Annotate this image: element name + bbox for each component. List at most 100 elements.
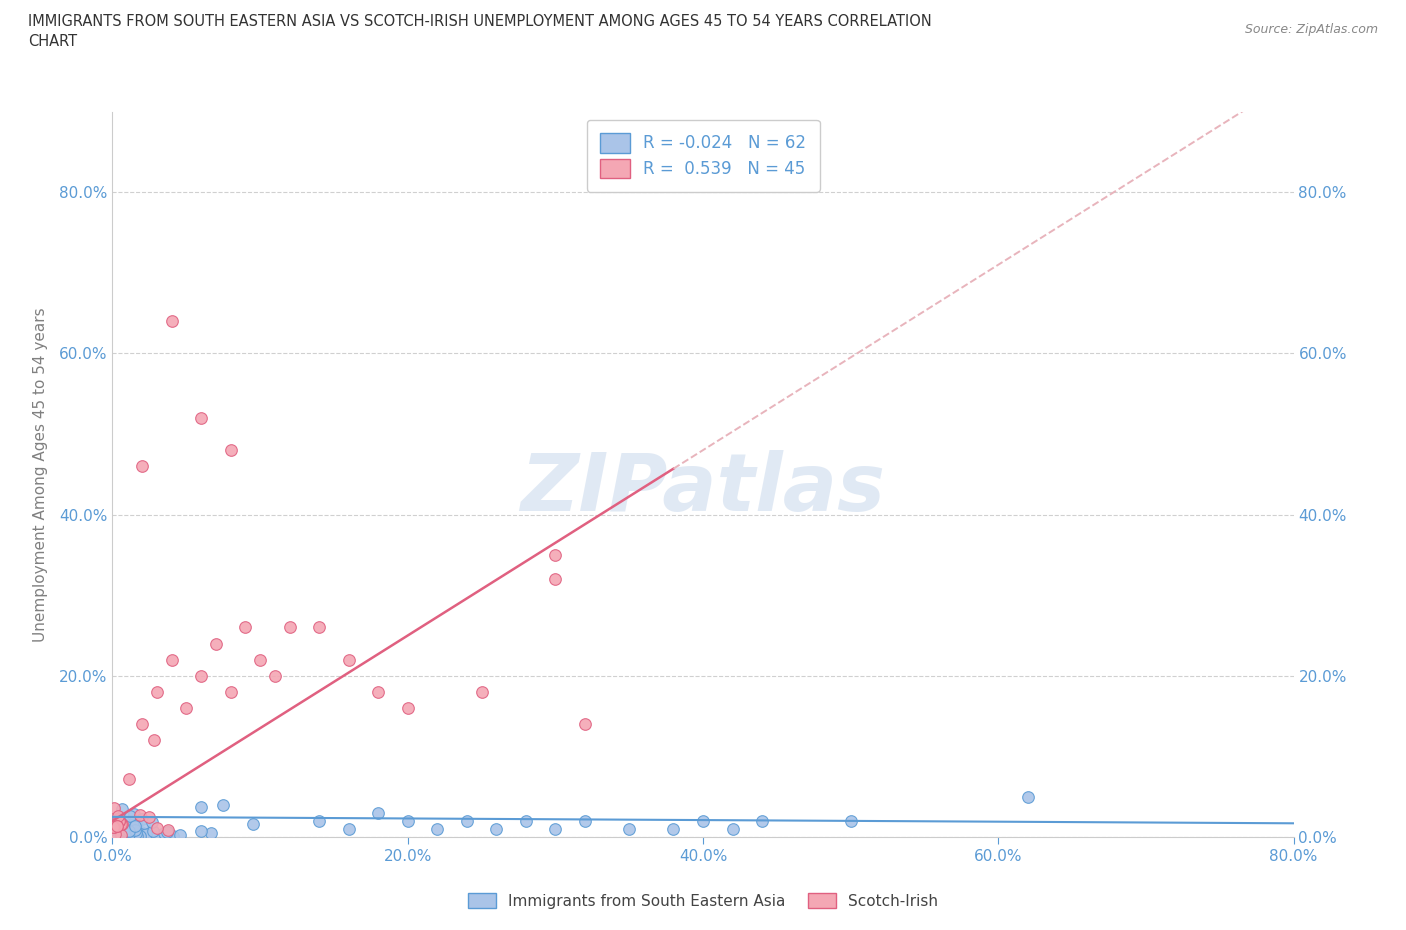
- Point: [515, 814, 537, 829]
- Point: [103, 821, 125, 836]
- Point: [118, 826, 141, 841]
- Point: [118, 808, 141, 823]
- Point: [135, 827, 157, 842]
- Point: [157, 824, 180, 839]
- Point: [160, 313, 183, 328]
- Point: [141, 815, 163, 830]
- Point: [190, 823, 212, 838]
- Point: [103, 819, 125, 834]
- Point: [120, 817, 142, 832]
- Point: [103, 801, 125, 816]
- Point: [156, 822, 179, 837]
- Point: [160, 652, 183, 667]
- Point: [110, 818, 132, 833]
- Point: [174, 700, 197, 715]
- Point: [129, 824, 152, 839]
- Point: [205, 636, 228, 651]
- Point: [337, 652, 360, 667]
- Point: [190, 669, 212, 684]
- Point: [470, 684, 494, 699]
- Point: [104, 822, 127, 837]
- Point: [129, 807, 152, 822]
- Point: [152, 826, 174, 841]
- Point: [131, 458, 153, 473]
- Point: [367, 805, 389, 820]
- Point: [107, 809, 129, 824]
- Point: [142, 824, 165, 839]
- Point: [124, 829, 146, 844]
- Point: [456, 814, 478, 829]
- Point: [308, 814, 330, 829]
- Point: [839, 814, 862, 829]
- Point: [721, 821, 744, 836]
- Point: [308, 620, 330, 635]
- Point: [131, 717, 153, 732]
- Point: [124, 822, 146, 837]
- Point: [117, 824, 139, 839]
- Y-axis label: Unemployment Among Ages 45 to 54 years: Unemployment Among Ages 45 to 54 years: [32, 307, 48, 642]
- Point: [127, 828, 149, 843]
- Point: [111, 817, 134, 831]
- Point: [108, 814, 131, 829]
- Point: [146, 684, 169, 699]
- Point: [751, 814, 773, 829]
- Point: [107, 819, 129, 834]
- Point: [125, 826, 148, 841]
- Text: IMMIGRANTS FROM SOUTH EASTERN ASIA VS SCOTCH-IRISH UNEMPLOYMENT AMONG AGES 45 TO: IMMIGRANTS FROM SOUTH EASTERN ASIA VS SC…: [28, 14, 932, 29]
- Point: [143, 733, 166, 748]
- Text: Source: ZipAtlas.com: Source: ZipAtlas.com: [1244, 23, 1378, 36]
- Point: [132, 815, 155, 830]
- Text: ZIPatlas: ZIPatlas: [520, 450, 886, 528]
- Point: [219, 684, 242, 699]
- Point: [122, 806, 145, 821]
- Point: [105, 818, 128, 833]
- Point: [105, 820, 128, 835]
- Point: [264, 669, 287, 684]
- Point: [127, 824, 149, 839]
- Point: [108, 814, 131, 829]
- Point: [112, 822, 135, 837]
- Point: [104, 827, 127, 842]
- Point: [128, 829, 150, 844]
- Point: [396, 814, 419, 829]
- Point: [367, 684, 389, 699]
- Text: CHART: CHART: [28, 34, 77, 49]
- Point: [692, 814, 714, 829]
- Point: [155, 824, 177, 839]
- Point: [619, 821, 641, 836]
- Point: [138, 810, 160, 825]
- Point: [131, 811, 153, 826]
- Point: [111, 802, 134, 817]
- Point: [162, 829, 184, 844]
- Point: [396, 700, 419, 715]
- Point: [115, 824, 138, 839]
- Point: [124, 818, 146, 833]
- Point: [1017, 790, 1039, 804]
- Point: [127, 824, 149, 839]
- Point: [110, 823, 132, 838]
- Point: [544, 572, 567, 587]
- Point: [662, 821, 685, 836]
- Point: [485, 821, 508, 836]
- Point: [190, 800, 212, 815]
- Point: [107, 812, 129, 827]
- Legend: Immigrants from South Eastern Asia, Scotch-Irish: Immigrants from South Eastern Asia, Scot…: [461, 885, 945, 916]
- Point: [249, 652, 271, 667]
- Point: [278, 620, 301, 635]
- Point: [110, 827, 132, 842]
- Point: [242, 817, 264, 831]
- Point: [544, 821, 567, 836]
- Point: [108, 816, 131, 830]
- Point: [426, 821, 449, 836]
- Point: [114, 818, 136, 833]
- Point: [574, 814, 596, 829]
- Point: [118, 771, 141, 786]
- Point: [112, 814, 135, 829]
- Point: [544, 548, 567, 563]
- Point: [337, 821, 360, 836]
- Point: [574, 717, 596, 732]
- Point: [125, 817, 148, 831]
- Point: [103, 819, 125, 834]
- Point: [219, 443, 242, 458]
- Point: [190, 410, 212, 425]
